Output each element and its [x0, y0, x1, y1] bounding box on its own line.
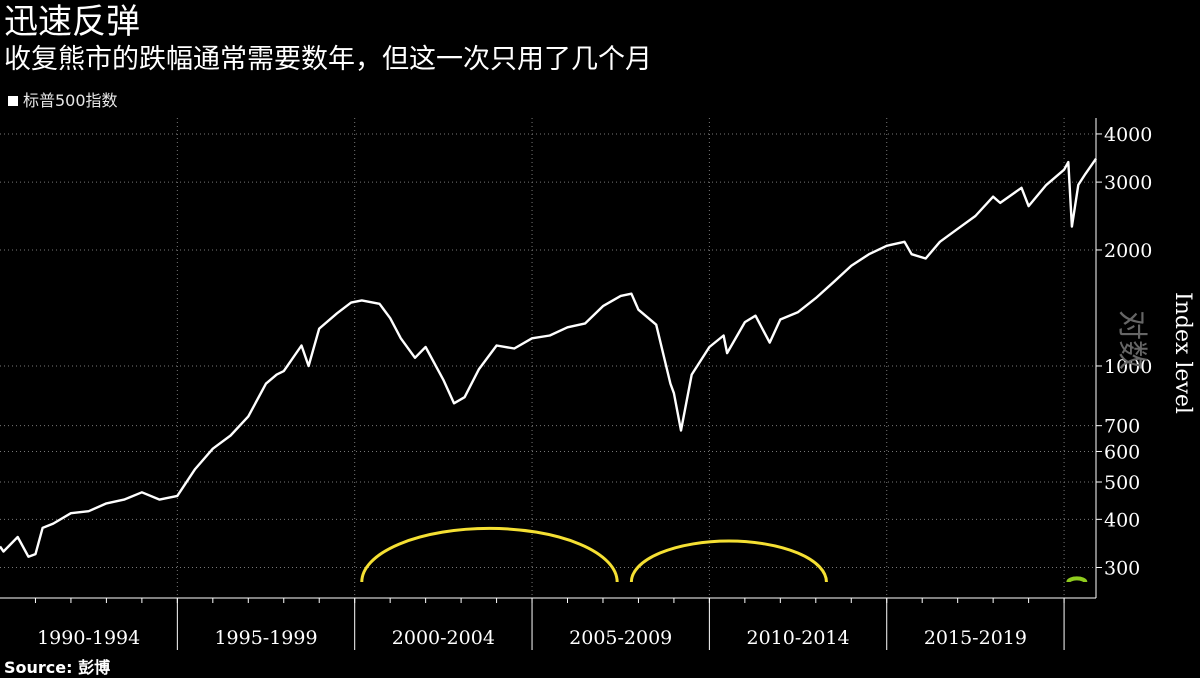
x-period-label: 2010-2014: [746, 627, 849, 649]
legend-label: 标普500指数: [23, 91, 118, 110]
legend-swatch: [8, 96, 18, 106]
y-tick-label: 400: [1104, 509, 1140, 531]
annotation-arc: [629, 539, 828, 583]
y-tick-label: 1000: [1104, 356, 1152, 378]
annotation-arcs: [360, 526, 1088, 583]
annotation-arc: [360, 526, 619, 583]
y-tick-label: 2000: [1104, 240, 1152, 262]
x-axis: 1990-1994 1995-1999 2000-2004 2005-2009 2010…: [0, 597, 1096, 650]
y-tick-label: 300: [1104, 557, 1140, 579]
series-line-sp500: [0, 158, 1097, 558]
y-scale-label: 对数: [1114, 310, 1149, 370]
source-note: Source: 彭博: [4, 658, 111, 677]
chart-subtitle: 收复熊市的跌幅通常需要数年，但这一次只用了几个月: [4, 44, 652, 75]
y-axis: 300 400 500 600 700 1000 2000 3000 4000: [1095, 118, 1152, 598]
y-tick-label: 4000: [1104, 124, 1152, 146]
y-axis-label: Index level: [1170, 292, 1195, 414]
x-period-label: 1990-1994: [37, 627, 140, 649]
grid: [0, 118, 1096, 598]
chart-legend: 标普500指数: [8, 91, 118, 111]
x-period-label: 2015-2019: [924, 627, 1027, 649]
y-tick-label: 600: [1104, 441, 1140, 463]
chart-title: 迅速反弹: [4, 2, 140, 42]
x-period-label: 1995-1999: [214, 627, 317, 649]
x-period-label: 2000-2004: [392, 627, 495, 649]
y-tick-label: 3000: [1104, 172, 1152, 194]
annotation-arc: [1066, 576, 1088, 583]
x-period-label: 2005-2009: [569, 627, 672, 649]
y-tick-label: 700: [1104, 416, 1140, 438]
y-tick-label: 500: [1104, 472, 1140, 494]
